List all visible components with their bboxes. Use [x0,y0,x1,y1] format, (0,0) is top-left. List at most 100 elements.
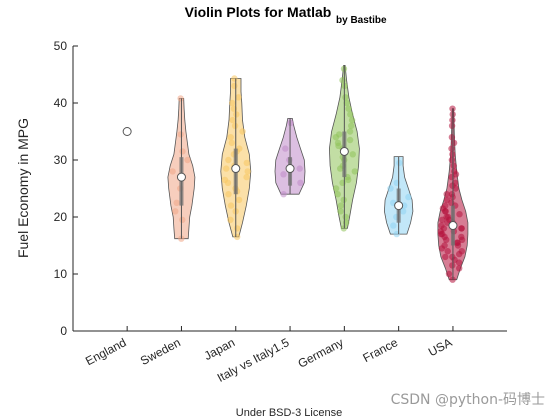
data-point-germany [348,122,355,129]
y-axis-label: Fuel Economy in MPG [15,118,31,258]
data-point-usa [438,222,445,229]
data-point-usa [449,262,456,269]
data-point-japan [229,116,236,124]
median-marker-germany [339,146,349,156]
data-point-sweden [178,235,185,242]
x-tick-label: Germany [296,335,346,371]
data-point-japan [227,202,235,209]
data-point-japan [227,216,234,223]
data-point-usa [448,156,456,164]
data-point-sweden [184,156,191,164]
data-point-japan [231,122,239,129]
data-point-france [387,185,394,192]
license-note: Under BSD-3 License [236,407,342,419]
data-point-usa [442,202,449,209]
data-point-japan [239,128,246,135]
data-point-japan [234,225,241,232]
data-point-japan [225,156,232,164]
x-tick-label: Sweden [138,335,183,368]
data-point-usa [458,233,465,241]
data-point-germany [345,105,352,112]
data-point-japan [234,233,241,241]
y-tick-label: 20 [54,210,68,224]
data-point-italy-vs-italy1-5 [280,171,287,178]
x-tick-label: Japan [202,335,237,363]
y-tick-label: 0 [60,324,67,338]
data-point-japan [228,139,235,147]
y-tick-label: 30 [54,153,68,167]
data-point-japan [229,99,236,107]
data-point-usa [451,179,459,186]
data-point-japan [231,82,238,90]
data-point-germany [351,168,358,175]
data-point-sweden [177,131,184,138]
data-point-italy-vs-italy1-5 [287,119,294,127]
x-tick-label: France [360,335,400,365]
x-tick-label: England [83,335,128,368]
data-point-germany [347,111,354,118]
median-marker-japan [231,164,241,174]
plot-area [122,65,469,283]
data-point-italy-vs-italy1-5 [297,179,304,186]
median-marker-italy-vs-italy1-5 [285,164,295,174]
data-point-sweden [172,208,179,215]
data-point-japan [227,134,234,141]
data-point-germany [334,191,341,198]
chart-title: Violin Plots for Matlab [185,4,332,20]
data-point-usa [442,253,449,261]
data-point-japan [243,173,250,181]
data-point-usa [449,151,456,158]
data-point-usa [448,145,455,152]
data-point-usa [449,116,456,124]
data-point-italy-vs-italy1-5 [296,165,303,172]
data-point-usa [451,168,458,175]
data-point-usa [449,253,456,261]
data-point-japan [223,165,230,172]
data-point-sweden [179,216,186,223]
data-point-germany [340,225,347,232]
data-point-germany [337,202,345,209]
data-point-germany [343,99,350,107]
data-point-usa [450,139,458,147]
median-marker-usa [448,221,458,231]
data-point-germany [349,151,356,158]
data-point-usa [448,122,456,129]
median-marker-france [394,201,404,211]
data-point-germany [332,185,340,192]
y-tick-label: 40 [54,96,68,110]
data-point-germany [346,128,354,135]
data-point-usa [458,248,465,255]
data-point-usa [448,191,456,198]
median-marker-england [122,127,132,136]
data-point-usa [448,134,456,141]
data-point-sweden [179,148,186,155]
watermark-text: CSDN @python-码博士 [391,391,545,408]
data-point-sweden [169,168,176,175]
data-point-germany [348,116,356,124]
data-point-usa [456,211,463,218]
data-point-usa [453,239,461,246]
data-point-japan [225,191,232,198]
x-tick-label: USA [426,335,454,359]
data-point-germany [337,208,344,215]
data-point-france [405,193,412,201]
data-point-sweden [177,95,184,102]
data-point-japan [221,176,229,184]
data-point-germany [342,94,349,101]
data-point-france [390,222,397,229]
data-point-italy-vs-italy1-5 [280,191,287,198]
median-marker-sweden [176,172,186,182]
data-point-japan [231,75,238,82]
data-point-japan [243,159,250,167]
data-point-usa [441,242,448,249]
data-point-germany [346,136,354,144]
data-point-japan [233,111,240,118]
data-point-usa [443,196,451,204]
data-point-germany [342,213,349,221]
y-tick-label: 50 [54,39,68,53]
data-point-germany [340,196,347,204]
data-point-usa [443,191,450,198]
data-point-germany [336,131,343,138]
